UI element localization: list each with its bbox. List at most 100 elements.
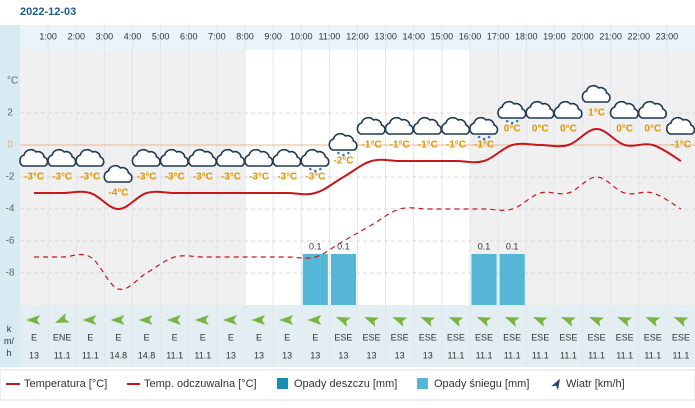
weather-icon (637, 100, 667, 119)
temperature-label: -3°C (305, 172, 325, 183)
snowflake (337, 151, 340, 155)
hour-label: 13:00 (374, 31, 397, 41)
hour-label: 8:00 (236, 31, 254, 41)
wind-arrow (251, 315, 266, 325)
temperature-label: 1°C (588, 108, 605, 119)
wind-direction: E (200, 332, 206, 342)
cloud (637, 100, 667, 119)
wind-direction: ESE (391, 332, 409, 342)
temperature-label: -2°C (333, 156, 353, 167)
wind-speed: 13 (423, 350, 433, 360)
wind-speed: 11.1 (448, 350, 465, 360)
wind-speed: 13 (395, 350, 405, 360)
temperature-label: 0°C (504, 124, 521, 135)
wind-speed: 13 (254, 350, 264, 360)
hour-label: 20:00 (571, 31, 594, 41)
cloud (103, 164, 133, 183)
hour-label: 21:00 (599, 31, 622, 41)
wind-direction: ESE (363, 332, 381, 342)
hour-label: 18:00 (515, 31, 538, 41)
temperature-label: 0°C (532, 124, 549, 135)
legend-swatch (551, 378, 560, 391)
hour-label: 6:00 (180, 31, 198, 41)
wind-arrow (532, 316, 548, 327)
temperature-label: -1°C (390, 140, 410, 151)
hour-label: 17:00 (487, 31, 510, 41)
wind-speed: 11.1 (644, 350, 661, 360)
wind-speed: 11.1 (82, 350, 99, 360)
wind-arrow (166, 315, 181, 325)
wind-speed: 11.1 (194, 350, 211, 360)
wind-arrow (364, 316, 380, 327)
wind-speed: 13 (226, 350, 236, 360)
hour-label: 14:00 (402, 31, 425, 41)
hour-label: 4:00 (124, 31, 142, 41)
cloud (328, 132, 358, 151)
hour-label: 3:00 (96, 31, 114, 41)
temperature-label: -1°C (474, 140, 494, 151)
precip-bar (302, 254, 328, 305)
wind-speed: 11.1 (588, 350, 605, 360)
wind-arrow (420, 316, 436, 327)
weather-icon (469, 116, 499, 141)
wind-direction: ESE (616, 332, 634, 342)
weather-icon (328, 132, 358, 157)
wind-speed: 11.1 (166, 350, 183, 360)
wind-direction: ESE (588, 332, 606, 342)
wind-direction: ESE (559, 332, 577, 342)
wind-arrow (279, 315, 294, 325)
wind-direction: E (144, 332, 150, 342)
wind-arrow (589, 316, 605, 327)
legend-label: Wiatr [km/h] (566, 378, 625, 390)
wind-speed: 11.1 (54, 350, 71, 360)
wind-arrow (26, 315, 41, 325)
temperature-line (34, 127, 682, 211)
temperature-label: -1°C (362, 140, 382, 151)
temperature-label: -1°C (671, 140, 691, 151)
wind-arrow (54, 313, 70, 324)
snowflake (515, 119, 519, 123)
temperature-label: -4°C (108, 188, 128, 199)
wind-speed: 11.1 (560, 350, 577, 360)
temperature-label: -3°C (249, 172, 269, 183)
wind-arrow (110, 315, 125, 325)
legend-box (0, 369, 695, 401)
snowflake (510, 121, 514, 125)
wind-speed: 13 (282, 350, 292, 360)
temperature-label: -1°C (418, 140, 438, 151)
hour-label: 16:00 (459, 31, 482, 41)
hour-label: 2:00 (67, 31, 85, 41)
wind-speed: 11.1 (504, 350, 521, 360)
precip-bar (499, 254, 525, 305)
y-tick-label: -8 (6, 268, 15, 279)
cloud (665, 116, 695, 135)
cloud (75, 148, 105, 167)
snowflake (314, 169, 317, 173)
snowflake (309, 167, 312, 171)
snowflake (347, 151, 350, 155)
wind-direction: E (284, 332, 290, 342)
hour-label: 9:00 (264, 31, 282, 41)
wind-direction: ESE (475, 332, 493, 342)
wind-direction: E (228, 332, 234, 342)
wind-direction: E (115, 332, 121, 342)
precip-bar (471, 254, 497, 305)
wind-direction: E (312, 332, 318, 342)
hour-label: 22:00 (627, 31, 650, 41)
legend-label: Temperatura [°C] (24, 378, 107, 390)
y-tick-label: -4 (6, 204, 15, 215)
temperature-label: -3°C (193, 172, 213, 183)
wind-arrow (336, 316, 351, 327)
wind-speed: 11.1 (532, 350, 549, 360)
wind-direction: E (172, 332, 178, 342)
hour-label: 11:00 (318, 31, 340, 41)
cloud (553, 100, 583, 119)
feels-like-line (34, 176, 682, 290)
wind-direction: E (31, 332, 37, 342)
hour-label: 12:00 (346, 31, 369, 41)
wind-arrow (448, 316, 464, 327)
wind-arrow (194, 315, 209, 325)
wind-speed: 13 (29, 350, 39, 360)
